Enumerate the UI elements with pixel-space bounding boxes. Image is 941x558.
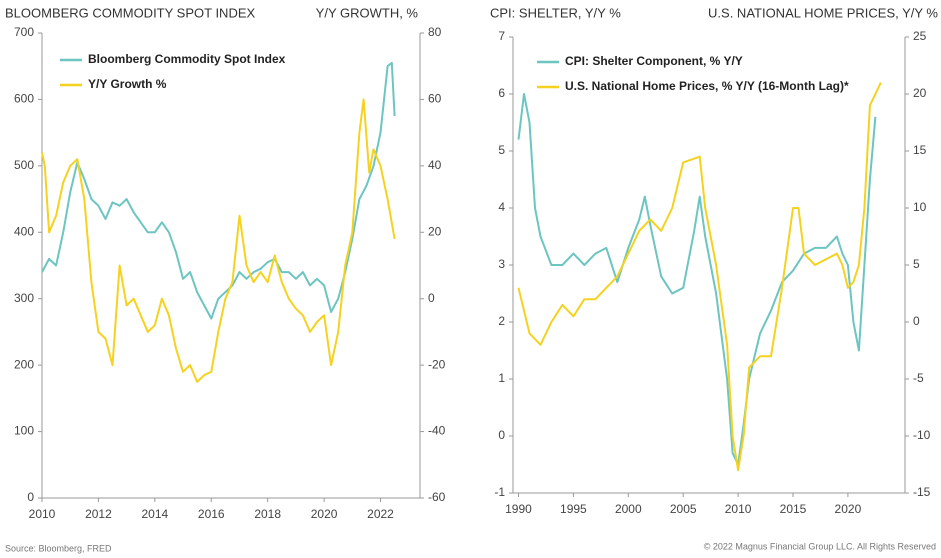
y2-tick-label: 5 (913, 257, 920, 271)
legend-label: Y/Y Growth % (88, 77, 167, 91)
y2-tick-label: 0 (913, 314, 920, 328)
x-tick-label: 2010 (725, 502, 752, 516)
source: Source: Bloomberg, FRED (5, 543, 112, 553)
y2-title: U.S. NATIONAL HOME PRICES, Y/Y % (708, 5, 938, 20)
y-tick-label: 400 (14, 224, 34, 238)
y2-tick-label: 80 (428, 25, 442, 39)
series-line (41, 98, 396, 383)
y-tick-label: 3 (498, 257, 505, 271)
y-tick-label: 100 (14, 424, 34, 438)
y2-tick-label: 0 (428, 291, 435, 305)
legend-label: Bloomberg Commodity Spot Index (88, 52, 286, 66)
y-tick-label: 300 (14, 291, 34, 305)
y-tick-label: 5 (498, 143, 505, 157)
x-tick-label: 2018 (254, 507, 281, 521)
y2-tick-label: 15 (913, 143, 927, 157)
y2-tick-label: -40 (428, 424, 446, 438)
x-tick-label: 2015 (780, 502, 807, 516)
y2-tick-label: 20 (913, 86, 927, 100)
legend-label: CPI: Shelter Component, % Y/Y (565, 54, 743, 68)
legend-label: U.S. National Home Prices, % Y/Y (16-Mon… (565, 79, 849, 93)
x-tick-label: 2014 (141, 507, 168, 521)
y-tick-label: 4 (498, 200, 505, 214)
y-tick-label: -1 (494, 485, 505, 499)
x-tick-label: 2020 (311, 507, 338, 521)
y-tick-label: 1 (498, 371, 505, 385)
y-tick-label: 0 (27, 490, 34, 504)
y2-tick-label: 20 (428, 224, 442, 238)
y2-tick-label: 25 (913, 29, 927, 43)
y-tick-label: 700 (14, 25, 34, 39)
series-line (517, 82, 882, 472)
y2-tick-label: -60 (428, 490, 446, 504)
y2-tick-label: -5 (913, 371, 924, 385)
y-tick-label: 6 (498, 86, 505, 100)
y-tick-label: 600 (14, 92, 34, 106)
y2-tick-label: 60 (428, 92, 442, 106)
y-tick-label: 200 (14, 357, 34, 371)
y-tick-label: 0 (498, 428, 505, 442)
y-tick-label: 2 (498, 314, 505, 328)
y-tick-label: 7 (498, 29, 505, 43)
x-tick-label: 2020 (835, 502, 862, 516)
y2-tick-label: -10 (913, 428, 931, 442)
y2-tick-label: 40 (428, 158, 442, 172)
chart-title: BLOOMBERG COMMODITY SPOT INDEX (5, 5, 255, 20)
copyright: © 2022 Magnus Financial Group LLC. All R… (704, 541, 936, 551)
x-tick-label: 2016 (198, 507, 225, 521)
y2-tick-label: 10 (913, 200, 927, 214)
y-tick-label: 500 (14, 158, 34, 172)
x-tick-label: 2022 (367, 507, 394, 521)
series-line (41, 61, 396, 320)
x-tick-label: 2005 (670, 502, 697, 516)
x-tick-label: 2000 (615, 502, 642, 516)
x-tick-label: 1995 (560, 502, 587, 516)
y2-tick-label: -20 (428, 357, 446, 371)
y2-tick-label: -15 (913, 485, 931, 499)
y2-title: Y/Y GROWTH, % (316, 5, 419, 20)
x-tick-label: 1990 (505, 502, 532, 516)
series-line (517, 93, 877, 466)
x-tick-label: 2012 (85, 507, 112, 521)
chart-title: CPI: SHELTER, Y/Y % (490, 5, 621, 20)
x-tick-label: 2010 (29, 507, 56, 521)
